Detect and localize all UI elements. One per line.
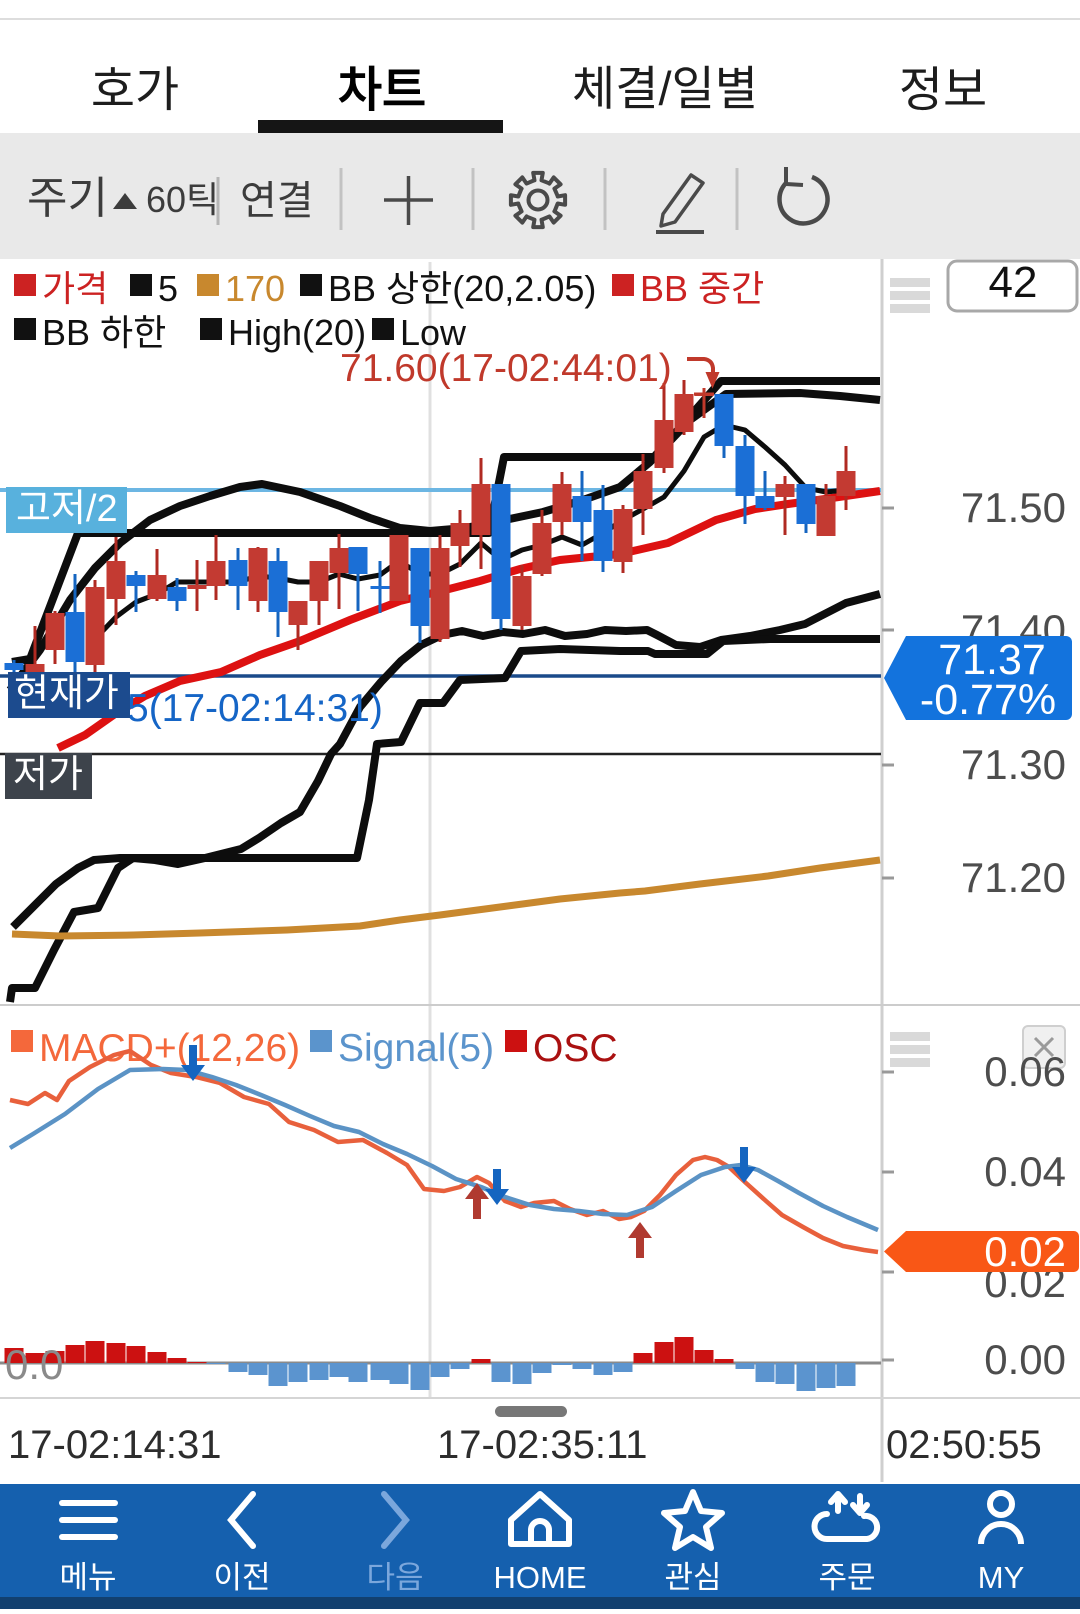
svg-text:71.37: 71.37 bbox=[938, 636, 1046, 684]
svg-text:02:50:55: 02:50:55 bbox=[886, 1423, 1042, 1467]
svg-text:고저/2: 고저/2 bbox=[16, 488, 118, 530]
svg-text:주기: 주기 bbox=[27, 174, 108, 223]
svg-text:0.00: 0.00 bbox=[984, 1336, 1066, 1383]
svg-text:71.20: 71.20 bbox=[961, 854, 1066, 901]
svg-text:주문: 주문 bbox=[818, 1560, 875, 1595]
svg-text:17-02:35:11: 17-02:35:11 bbox=[437, 1423, 648, 1467]
svg-text:17-02:14:31: 17-02:14:31 bbox=[8, 1423, 222, 1467]
svg-text:이전: 이전 bbox=[213, 1560, 270, 1595]
svg-text:0.06: 0.06 bbox=[984, 1048, 1066, 1095]
svg-text:관심: 관심 bbox=[664, 1560, 721, 1595]
svg-text:BB 상한(20,2.05): BB 상한(20,2.05) bbox=[328, 268, 596, 309]
svg-text:5(17-02:14:31): 5(17-02:14:31) bbox=[127, 687, 383, 730]
svg-text:OSC: OSC bbox=[533, 1027, 618, 1070]
svg-text:MY: MY bbox=[978, 1560, 1025, 1595]
svg-text:0.02: 0.02 bbox=[984, 1228, 1066, 1275]
svg-text:71.60(17-02:44:01): 71.60(17-02:44:01) bbox=[340, 347, 672, 390]
svg-text:Signal(5): Signal(5) bbox=[338, 1027, 494, 1070]
svg-text:저가: 저가 bbox=[13, 754, 83, 796]
svg-text:연결: 연결 bbox=[240, 179, 314, 223]
svg-text:메뉴: 메뉴 bbox=[59, 1560, 116, 1595]
svg-text:71.50: 71.50 bbox=[961, 484, 1066, 531]
svg-text:현재가: 현재가 bbox=[14, 673, 119, 715]
svg-text:71.30: 71.30 bbox=[961, 741, 1066, 788]
svg-text:가격: 가격 bbox=[42, 268, 108, 309]
svg-text:MACD+(12,26): MACD+(12,26) bbox=[39, 1027, 300, 1070]
svg-text:60틱: 60틱 bbox=[146, 179, 219, 220]
svg-text:-0.77%: -0.77% bbox=[920, 676, 1056, 724]
svg-text:42: 42 bbox=[989, 258, 1038, 307]
svg-text:170: 170 bbox=[225, 268, 285, 309]
svg-text:BB 하한: BB 하한 bbox=[42, 312, 166, 353]
svg-text:0.04: 0.04 bbox=[984, 1148, 1066, 1195]
svg-text:High(20): High(20) bbox=[228, 312, 366, 353]
svg-text:HOME: HOME bbox=[494, 1560, 587, 1595]
svg-text:다음: 다음 bbox=[366, 1560, 423, 1595]
svg-text:Low: Low bbox=[400, 312, 467, 353]
svg-text:BB 중간: BB 중간 bbox=[640, 268, 764, 309]
svg-text:5: 5 bbox=[158, 268, 178, 309]
svg-text:0.0: 0.0 bbox=[5, 1341, 63, 1388]
